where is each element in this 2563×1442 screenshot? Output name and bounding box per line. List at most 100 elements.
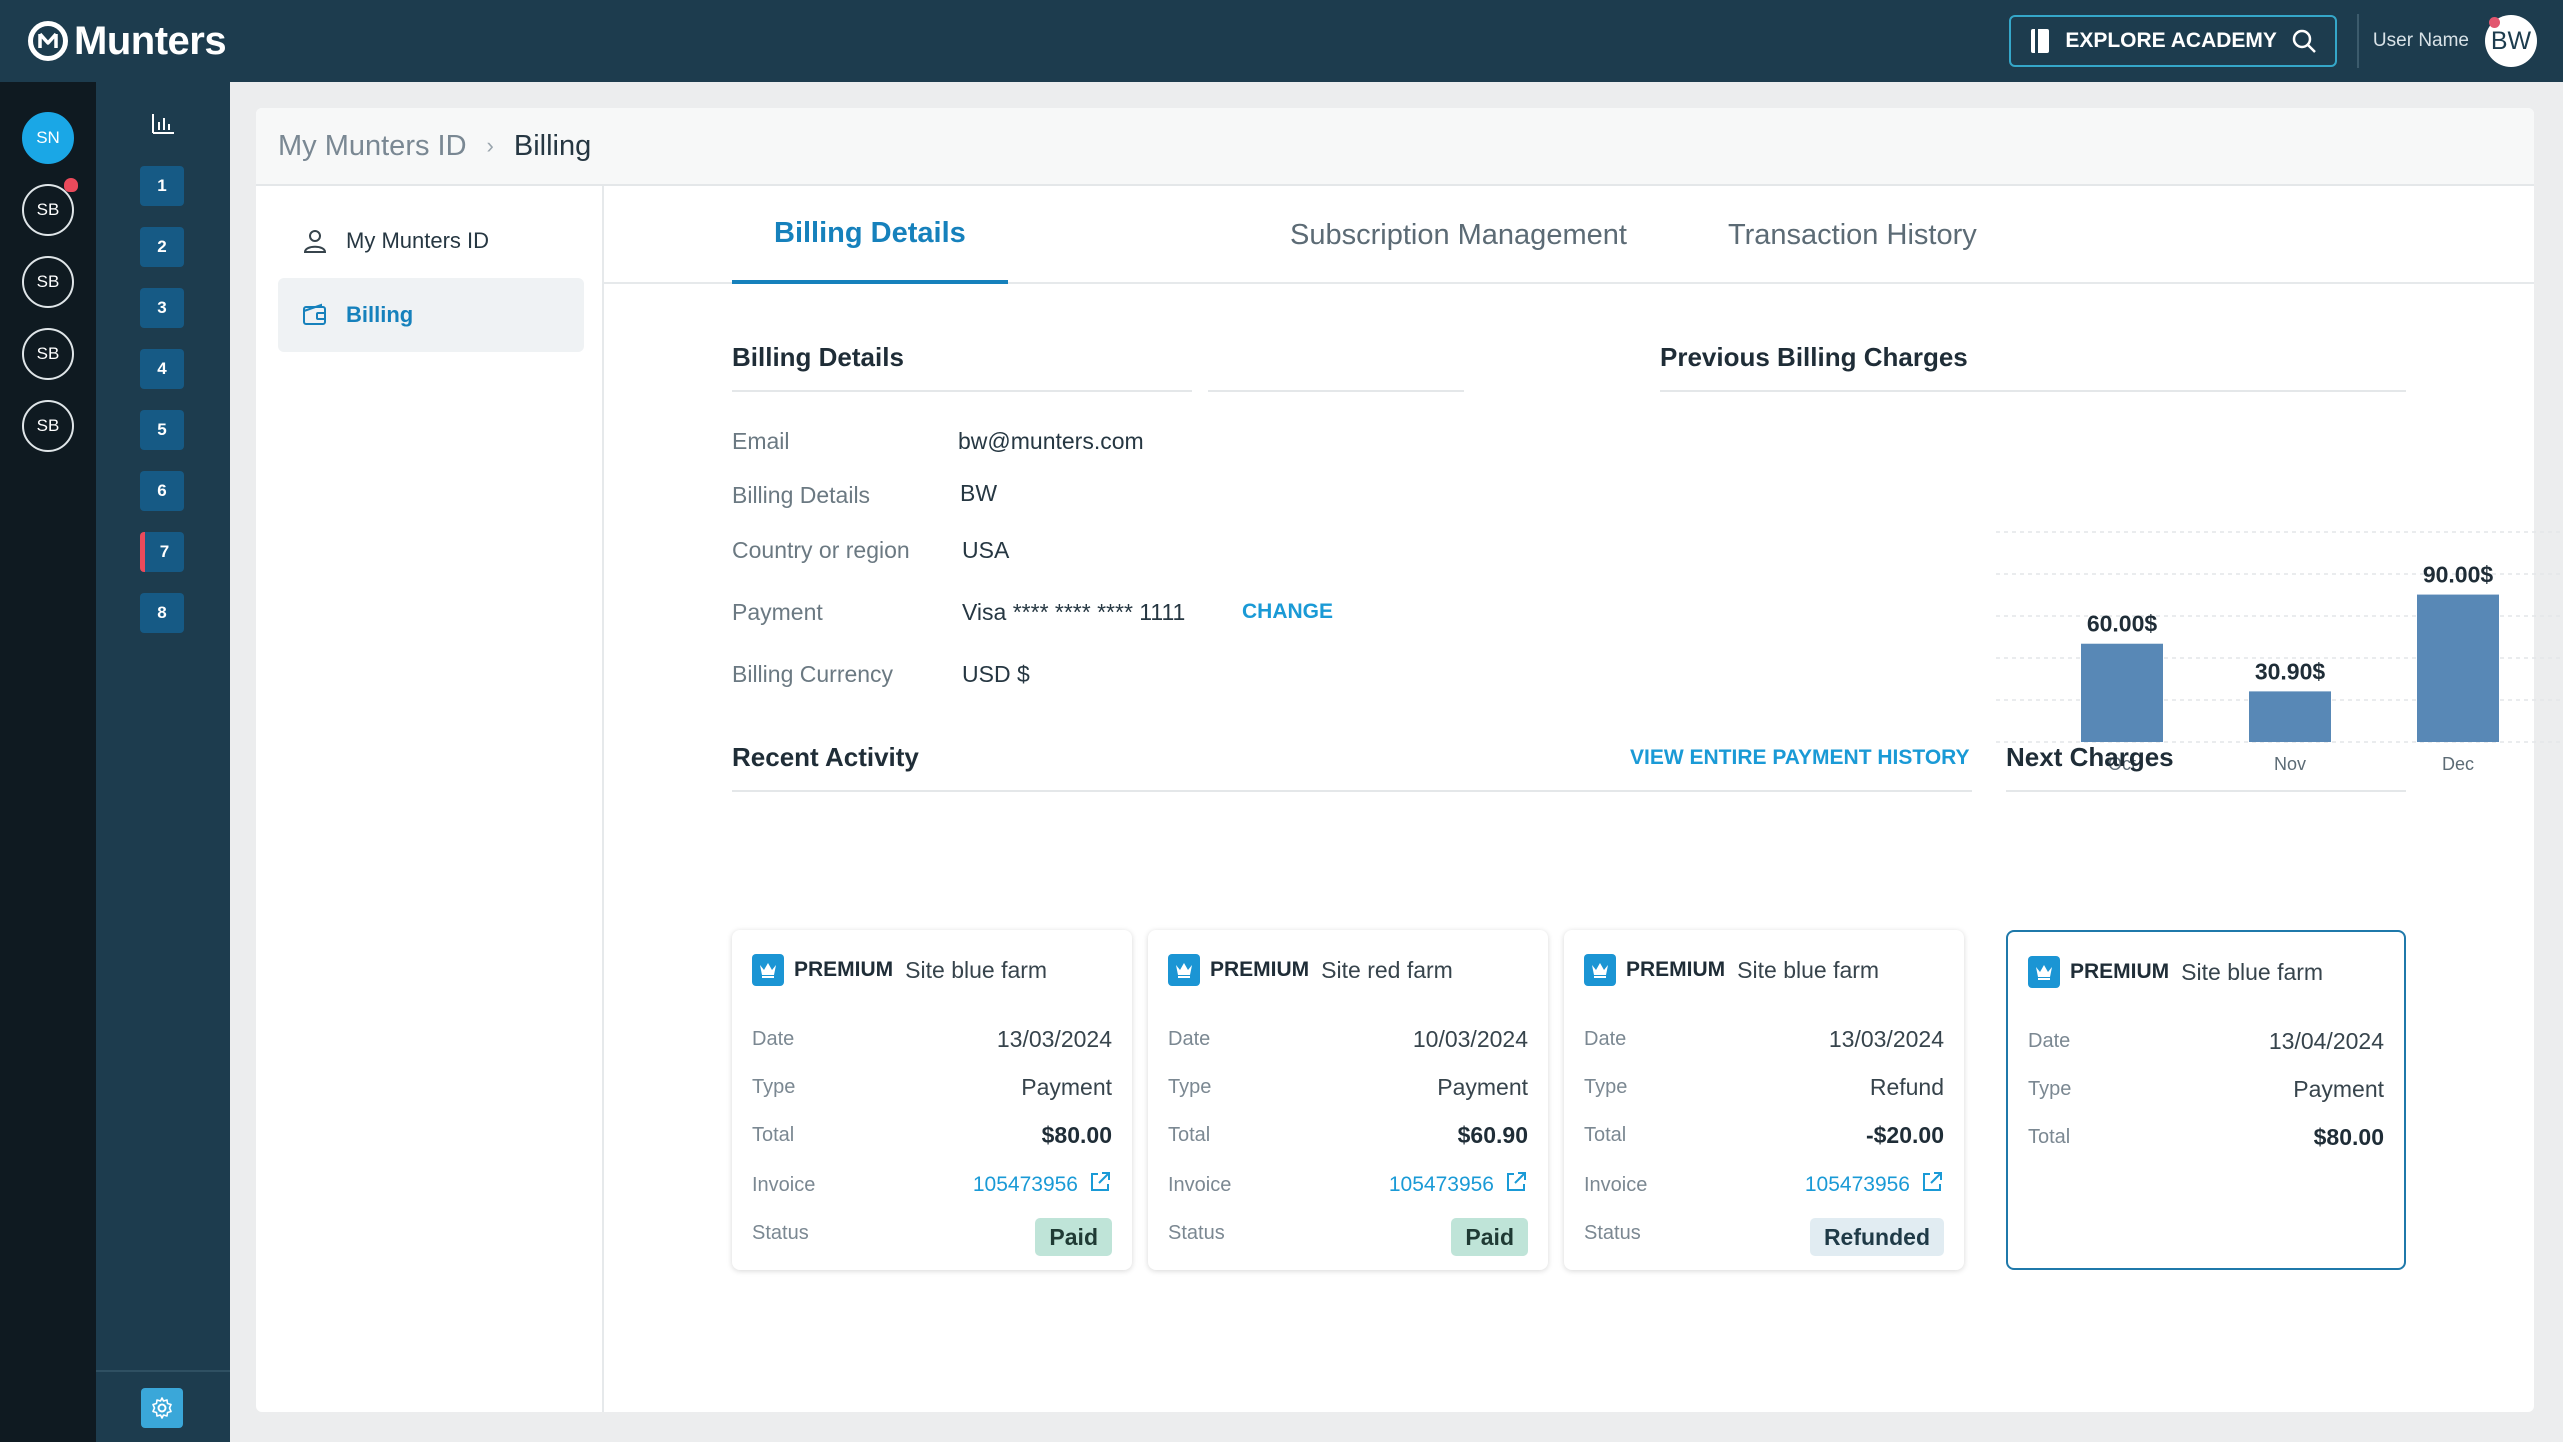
site-avatar-label: SB xyxy=(36,272,60,291)
header-divider xyxy=(2356,14,2359,68)
invoice-link[interactable]: 105473956 xyxy=(973,1170,1112,1200)
total-value: -$20.00 xyxy=(1865,1122,1944,1148)
change-payment-link[interactable]: CHANGE xyxy=(1242,600,1334,623)
breadcrumb: My Munters ID › Billing xyxy=(256,108,2534,186)
house-button-3[interactable]: 3 xyxy=(140,288,184,328)
total-label: Total xyxy=(1168,1124,1211,1146)
chart-data-label: 90.00$ xyxy=(2423,562,2494,588)
external-link-icon xyxy=(1910,1170,1944,1200)
chart-tick-label: Nov xyxy=(2274,754,2306,774)
site-avatar-sb-4[interactable]: SB xyxy=(22,400,74,452)
gear-icon xyxy=(152,1397,172,1419)
divider xyxy=(732,390,1192,392)
tab-transaction-history[interactable]: Transaction History xyxy=(1728,218,1977,251)
main-panel: My Munters ID › Billing My Munters ID Bi… xyxy=(256,108,2563,1412)
house-button-7[interactable]: 7 xyxy=(140,532,184,572)
chart-data-label: 30.90$ xyxy=(2255,658,2326,684)
next-charges-title: Next Charges xyxy=(2006,742,2174,772)
card-tier: PREMIUM xyxy=(1210,958,1310,981)
site-avatar-sb-2[interactable]: SB xyxy=(22,256,74,308)
explore-academy-button[interactable]: EXPLORE ACADEMY xyxy=(2009,15,2337,67)
house-button-5[interactable]: 5 xyxy=(140,410,184,450)
invoice-label: Invoice xyxy=(1584,1174,1648,1196)
brand-name: Munters xyxy=(74,18,227,63)
chart-icon[interactable] xyxy=(150,112,176,136)
tab-billing-details[interactable]: Billing Details xyxy=(732,186,1008,284)
chart-bar-nov[interactable] xyxy=(2249,691,2331,742)
site-avatar-label: SB xyxy=(36,200,60,219)
type-label: Type xyxy=(1584,1076,1628,1098)
brand[interactable]: Munters xyxy=(28,18,227,64)
activity-card[interactable]: PREMIUM Site red farm Date 10/03/2024 Type Pa… xyxy=(1148,930,1548,1270)
site-avatar-sn[interactable]: SN xyxy=(22,112,74,164)
external-link-icon xyxy=(1078,1170,1112,1200)
detail-value-payment: Visa **** **** **** 1111 xyxy=(962,599,1186,625)
recent-activity-title: Recent Activity xyxy=(732,742,919,772)
date-label: Date xyxy=(2028,1030,2071,1052)
invoice-label: Invoice xyxy=(1168,1174,1232,1196)
status-label: Status xyxy=(752,1222,809,1244)
house-button-4[interactable]: 4 xyxy=(140,349,184,389)
tab-subscription-management[interactable]: Subscription Management xyxy=(1290,218,1627,251)
chart-bar-dec[interactable] xyxy=(2417,594,2499,742)
house-button-6[interactable]: 6 xyxy=(140,471,184,511)
chart-tick-label: Oct xyxy=(2108,754,2136,774)
total-value: $60.90 xyxy=(1457,1122,1528,1148)
user-icon xyxy=(303,230,327,253)
card-tier: PREMIUM xyxy=(2070,960,2170,983)
date-value: 13/03/2024 xyxy=(996,1026,1112,1052)
status-badge: Paid xyxy=(1451,1218,1528,1256)
detail-label-currency: Billing Currency xyxy=(732,661,894,687)
chart-tick-label: Dec xyxy=(2442,754,2474,774)
chart-bar-oct[interactable] xyxy=(2081,643,2163,742)
type-value: Payment xyxy=(1021,1074,1112,1100)
detail-label-payment: Payment xyxy=(732,599,823,625)
user-avatar[interactable]: BW xyxy=(2485,15,2537,67)
type-label: Type xyxy=(1168,1076,1212,1098)
divider xyxy=(1660,390,2406,392)
side-item-label: Billing xyxy=(346,302,414,327)
house-button-8[interactable]: 8 xyxy=(140,593,184,633)
next-charge-card[interactable]: PREMIUM Site blue farm Date 13/04/2024 Type P… xyxy=(2006,930,2406,1270)
tab-bar: Billing Details Subscription Management … xyxy=(604,186,2534,284)
date-label: Date xyxy=(1168,1028,1211,1050)
card-header: PREMIUM Site blue farm xyxy=(752,954,1047,986)
divider xyxy=(732,790,1972,792)
breadcrumb-root[interactable]: My Munters ID xyxy=(278,129,467,162)
divider xyxy=(1208,390,1464,392)
view-payment-history-link[interactable]: VIEW ENTIRE PAYMENT HISTORY xyxy=(1630,746,1970,769)
previous-charges-title: Previous Billing Charges xyxy=(1660,342,1968,372)
rail-footer xyxy=(96,1370,230,1442)
settings-button[interactable] xyxy=(141,1388,183,1428)
breadcrumb-current: Billing xyxy=(513,129,592,162)
site-rail: SN SB SB SB SB xyxy=(0,82,96,1442)
house-button-1[interactable]: 1 xyxy=(140,166,184,206)
crown-icon xyxy=(752,954,784,986)
site-avatar-label: SB xyxy=(36,344,60,363)
house-button-2[interactable]: 2 xyxy=(140,227,184,267)
date-value: 13/03/2024 xyxy=(1828,1026,1944,1052)
type-value: Refund xyxy=(1869,1074,1944,1100)
user-initials: BW xyxy=(2490,26,2532,55)
side-item-my-munters-id[interactable]: My Munters ID xyxy=(278,204,584,278)
detail-value-email: bw@munters.com xyxy=(958,428,1144,454)
status-label: Status xyxy=(1584,1222,1641,1244)
site-avatar-sb-3[interactable]: SB xyxy=(22,328,74,380)
site-avatar-sb-1[interactable]: SB xyxy=(22,178,78,236)
status-badge: Refunded xyxy=(1809,1218,1944,1256)
card-site: Site blue farm xyxy=(2181,958,2324,985)
activity-card[interactable]: PREMIUM Site blue farm Date 13/03/2024 Type R… xyxy=(1564,930,1964,1270)
side-item-label: My Munters ID xyxy=(346,228,490,253)
total-value: $80.00 xyxy=(2313,1124,2384,1150)
type-label: Type xyxy=(2028,1078,2072,1100)
chevron-right-icon: › xyxy=(486,133,494,158)
type-label: Type xyxy=(752,1076,796,1098)
side-item-billing[interactable]: Billing xyxy=(278,278,584,352)
invoice-number: 105473956 xyxy=(1804,1173,1910,1196)
divider xyxy=(2006,790,2406,792)
invoice-link[interactable]: 105473956 xyxy=(1389,1170,1528,1200)
top-bar: Munters EXPLORE ACADEMY User Name BW xyxy=(0,0,2563,82)
activity-card[interactable]: PREMIUM Site blue farm Date 13/03/2024 Type P… xyxy=(732,930,1132,1270)
total-label: Total xyxy=(1584,1124,1627,1146)
invoice-link[interactable]: 105473956 xyxy=(1805,1170,1944,1200)
